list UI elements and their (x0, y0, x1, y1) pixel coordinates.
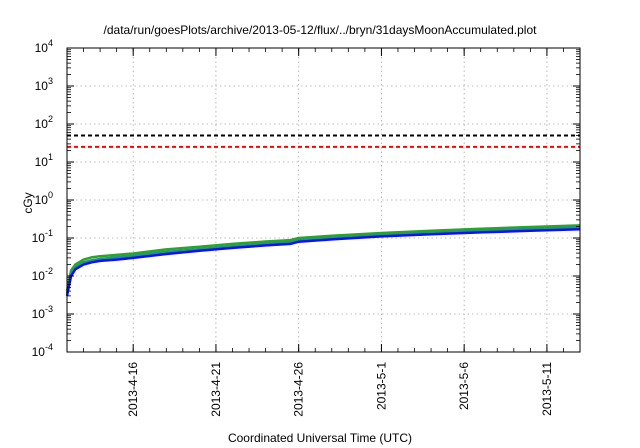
grid (67, 47, 580, 353)
x-ticks: 2013-4-16 2013-4-21 2013-4-26 2013-5-1 2013-… (66, 48, 581, 417)
y-tick-label: 104 (35, 38, 53, 55)
threshold-lines (67, 134, 580, 148)
y-tick-exponent: -3 (45, 304, 53, 314)
x-tick-label: 2013-4-21 (209, 362, 223, 417)
data-series (65, 224, 581, 297)
series-line (65, 224, 581, 292)
y-tick-exponent: 1 (48, 152, 53, 162)
y-tick-label: 100 (35, 190, 53, 207)
series-line (65, 227, 581, 297)
x-tick-label: 2013-4-26 (292, 362, 306, 417)
y-tick-exponent: 4 (48, 38, 53, 48)
y-tick-exponent: 0 (48, 190, 53, 200)
y-tick-label: 10-2 (32, 266, 53, 283)
y-tick-label: 10-1 (32, 228, 53, 245)
x-tick-label: 2013-5-6 (457, 362, 471, 410)
series-line (65, 226, 581, 294)
x-axis-label: Coordinated Universal Time (UTC) (227, 431, 413, 445)
y-tick-exponent: -4 (45, 342, 53, 352)
x-tick-label: 2013-5-1 (374, 362, 388, 410)
y-tick-label: 102 (35, 114, 53, 131)
y-tick-label: 10-4 (32, 342, 53, 359)
y-tick-label: 101 (35, 152, 53, 169)
x-tick-label: 2013-4-16 (126, 362, 140, 417)
y-tick-label: 103 (35, 76, 53, 93)
y-tick-exponent: -1 (45, 228, 53, 238)
y-tick-label: 10-3 (32, 304, 53, 321)
chart-title: /data/run/goesPlots/archive/2013-05-12/f… (103, 23, 537, 37)
y-tick-exponent: 2 (48, 114, 53, 124)
y-tick-exponent: 3 (48, 76, 53, 86)
y-tick-exponent: -2 (45, 266, 53, 276)
x-tick-label: 2013-5-11 (540, 362, 554, 416)
